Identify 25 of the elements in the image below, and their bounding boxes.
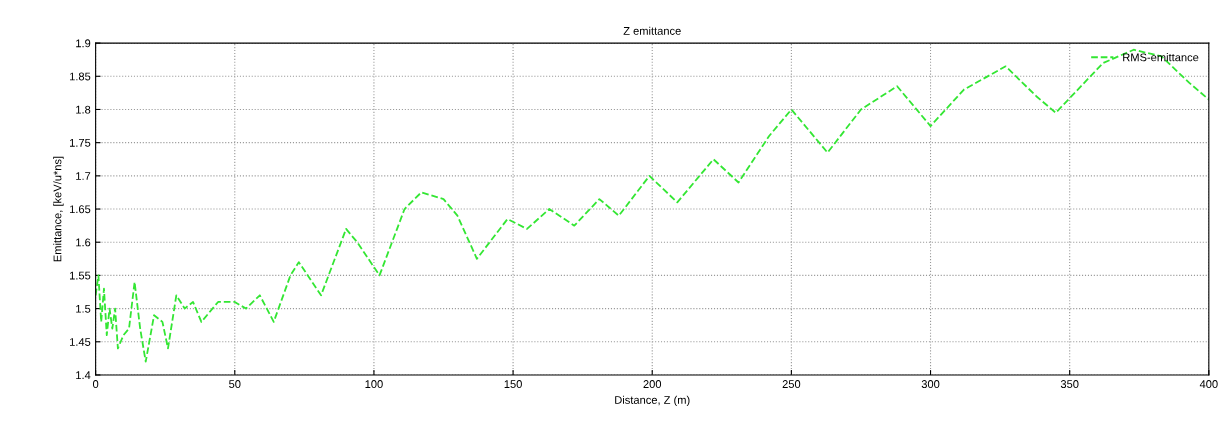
chart-title: Z emittance	[623, 26, 681, 35]
y-tick-label: 1.8	[76, 105, 91, 114]
y-tick-label: 1.45	[69, 338, 91, 346]
y-tick-label: 1.9	[76, 39, 91, 48]
y-tick-label: 1.75	[69, 139, 91, 147]
x-tick-label: 0	[92, 380, 99, 388]
y-tick-label: 1.7	[76, 172, 91, 180]
line-series	[95, 48, 1209, 363]
y-tick-label: 1.5	[76, 304, 91, 313]
legend-label: RMS-emittance	[1123, 53, 1199, 62]
y-tick-label: 1.85	[69, 72, 91, 81]
x-tick-label: 150	[504, 380, 522, 388]
x-tick-label: 250	[782, 380, 801, 388]
y-tick-label: 1.65	[69, 205, 91, 214]
y-axis-title: Emittance, [keV/u*ns]	[53, 156, 64, 262]
x-tick-label: 350	[1060, 380, 1079, 388]
x-tick-label: 300	[921, 380, 940, 388]
x-tick-label: 100	[365, 380, 383, 388]
y-tick-label: 1.4	[76, 371, 91, 379]
x-tick-label: 200	[643, 380, 662, 388]
y-tick-label: 1.55	[69, 271, 91, 280]
x-tick-label: 400	[1199, 380, 1218, 388]
x-tick-label: 50	[229, 380, 241, 388]
x-axis-title: Distance, Z (m)	[615, 395, 690, 407]
y-tick-label: 1.6	[76, 238, 91, 247]
